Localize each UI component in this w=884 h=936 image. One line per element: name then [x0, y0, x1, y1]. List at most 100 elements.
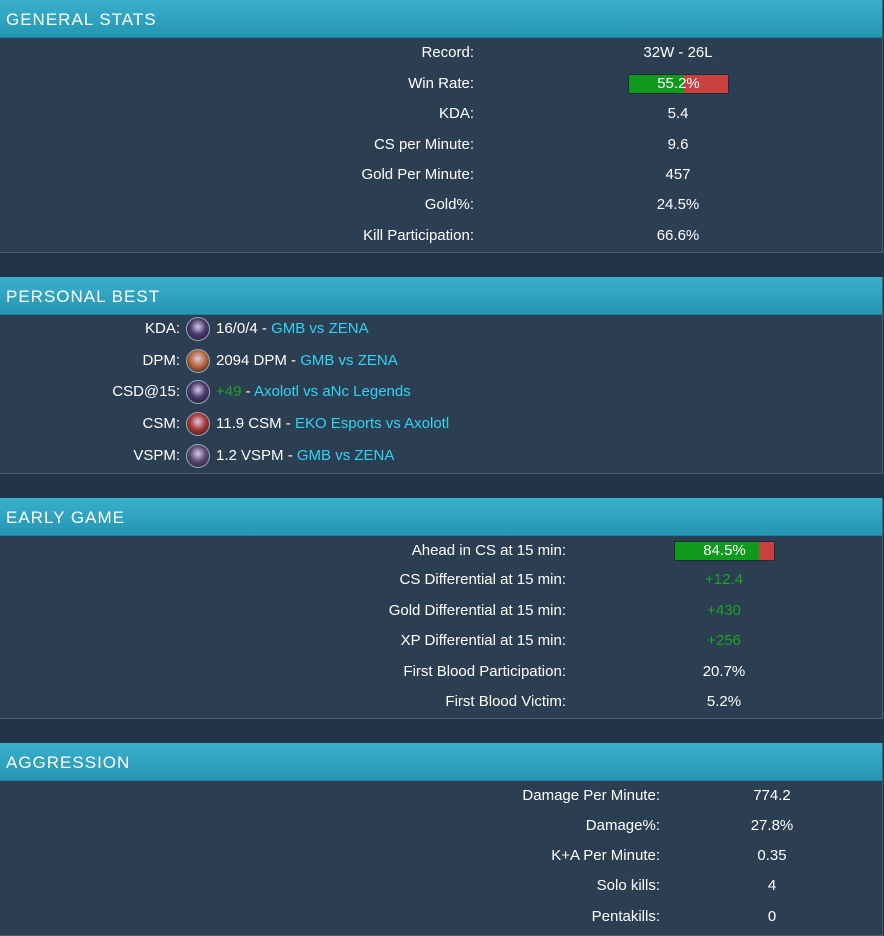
stat-label: First Blood Victim: — [445, 693, 566, 710]
stat-value: 27.8% — [750, 817, 794, 834]
stat-row-kda: KDA: 5.4 — [0, 99, 882, 129]
stat-label: Win Rate: — [408, 75, 474, 92]
stat-label: Ahead in CS at 15 min: — [411, 542, 566, 559]
general-stats-header: GENERAL STATS — [0, 0, 882, 38]
stat-row-gold-percent: Gold%: 24.5% — [0, 190, 882, 220]
stat-value: 457 — [665, 166, 691, 183]
stat-value: 0 — [767, 908, 777, 925]
stat-value: 9.6 — [667, 136, 689, 153]
stat-label: First Blood Participation: — [403, 663, 566, 680]
stat-label: Gold%: — [424, 196, 474, 213]
stat-row-pentakills: Pentakills: 0 — [0, 902, 882, 932]
stat-label: CS Differential at 15 min: — [399, 571, 566, 588]
champion-portrait-icon — [186, 349, 210, 373]
stat-value: +430 — [707, 602, 741, 619]
stat-value: 774.2 — [753, 787, 791, 804]
separator: - — [283, 447, 297, 464]
personal-best-header: PERSONAL BEST — [0, 277, 882, 315]
stat-label: Kill Participation: — [363, 227, 474, 244]
win-rate-bar: 55.2% — [628, 74, 729, 94]
personal-best-detail: +49 - Axolotl vs aNc Legends — [216, 377, 411, 407]
stat-value: 32W - 26L — [643, 44, 713, 61]
stat-label: Pentakills: — [591, 908, 660, 925]
section-title: PERSONAL BEST — [6, 287, 161, 306]
personal-best-label: KDA: — [144, 320, 180, 337]
personal-best-stat: 2094 DPM — [216, 352, 287, 369]
stat-value: +12.4 — [705, 571, 743, 588]
stat-row-cs-per-minute: CS per Minute: 9.6 — [0, 130, 882, 160]
personal-best-label: CSM: — [142, 415, 181, 432]
stat-row-solo-kills: Solo kills: 4 — [0, 871, 882, 901]
personal-best-detail: 11.9 CSM - EKO Esports vs Axolotl — [216, 409, 449, 439]
stat-value: +256 — [707, 632, 741, 649]
aggression-header: AGGRESSION — [0, 743, 882, 781]
personal-best-label: VSPM: — [133, 447, 180, 464]
stat-label: CS per Minute: — [373, 136, 474, 153]
match-link[interactable]: Axolotl vs aNc Legends — [253, 383, 411, 400]
match-link[interactable]: EKO Esports vs Axolotl — [294, 415, 450, 432]
stat-label: KDA: — [438, 105, 474, 122]
stat-value: 24.5% — [656, 196, 700, 213]
stat-row-damage-per-minute: Damage Per Minute: 774.2 — [0, 781, 882, 811]
early-game-section: EARLY GAME Ahead in CS at 15 min: 84.5% … — [0, 498, 883, 719]
stat-label: XP Differential at 15 min: — [400, 632, 566, 649]
personal-best-stat: 11.9 CSM — [216, 415, 282, 432]
section-title: EARLY GAME — [6, 508, 125, 527]
champion-portrait-icon — [186, 444, 210, 468]
separator: - — [241, 383, 254, 400]
stat-label: Damage%: — [585, 817, 660, 834]
stat-row-first-blood-participation: First Blood Participation: 20.7% — [0, 657, 882, 687]
personal-best-stat: 1.2 VSPM — [216, 447, 284, 464]
section-title: GENERAL STATS — [6, 10, 157, 29]
separator: - — [281, 415, 295, 432]
stat-row-gold-per-minute: Gold Per Minute: 457 — [0, 160, 882, 190]
personal-best-stat: +49 — [216, 383, 242, 400]
stat-value: 5.2% — [706, 693, 742, 710]
win-rate-bar-fill — [629, 75, 684, 93]
win-rate-bar-text: 55.2% — [657, 75, 700, 92]
stat-label: Solo kills: — [596, 877, 660, 894]
personal-best-row-kda: KDA: 16/0/4 - GMB vs ZENA — [0, 314, 882, 344]
ahead-cs-bar: 84.5% — [674, 541, 775, 561]
personal-best-detail: 2094 DPM - GMB vs ZENA — [216, 346, 398, 376]
stat-label: Damage Per Minute: — [522, 787, 660, 804]
stat-row-ahead-cs-15: Ahead in CS at 15 min: 84.5% — [0, 536, 882, 566]
personal-best-row-dpm: DPM: 2094 DPM - GMB vs ZENA — [0, 346, 882, 376]
separator: - — [286, 352, 301, 369]
section-title: AGGRESSION — [6, 753, 131, 772]
personal-best-stat: 16/0/4 — [216, 320, 258, 337]
champion-portrait-icon — [186, 380, 210, 404]
personal-best-label: CSD@15: — [112, 383, 180, 400]
stat-row-ka-per-minute: K+A Per Minute: 0.35 — [0, 841, 882, 871]
stat-value: 20.7% — [702, 663, 746, 680]
stat-row-kill-participation: Kill Participation: 66.6% — [0, 221, 882, 251]
stat-row-record: Record: 32W - 26L — [0, 38, 882, 68]
stat-row-gold-diff-15: Gold Differential at 15 min: +430 — [0, 596, 882, 626]
personal-best-section: PERSONAL BEST KDA: 16/0/4 - GMB vs ZENA … — [0, 277, 883, 474]
aggression-section: AGGRESSION Damage Per Minute: 774.2 Dama… — [0, 743, 883, 936]
personal-best-detail: 1.2 VSPM - GMB vs ZENA — [216, 441, 394, 471]
match-link[interactable]: GMB vs ZENA — [271, 320, 369, 337]
stat-row-xp-diff-15: XP Differential at 15 min: +256 — [0, 626, 882, 656]
champion-portrait-icon — [186, 317, 210, 341]
stat-value: 5.4 — [667, 105, 689, 122]
stat-row-win-rate: Win Rate: 55.2% — [0, 69, 882, 99]
stat-row-damage-percent: Damage%: 27.8% — [0, 811, 882, 841]
stat-value: 0.35 — [757, 847, 787, 864]
personal-best-row-csm: CSM: 11.9 CSM - EKO Esports vs Axolotl — [0, 409, 882, 439]
ahead-cs-bar-fill — [675, 542, 759, 560]
personal-best-row-vspm: VSPM: 1.2 VSPM - GMB vs ZENA — [0, 441, 882, 471]
match-link[interactable]: GMB vs ZENA — [296, 447, 395, 464]
stat-value: 66.6% — [656, 227, 700, 244]
match-link[interactable]: GMB vs ZENA — [300, 352, 398, 369]
stat-label: K+A Per Minute: — [551, 847, 660, 864]
stat-value: 4 — [767, 877, 777, 894]
stat-label: Gold Per Minute: — [361, 166, 474, 183]
general-stats-section: GENERAL STATS Record: 32W - 26L Win Rate… — [0, 0, 883, 253]
champion-portrait-icon — [186, 412, 210, 436]
ahead-cs-bar-text: 84.5% — [703, 542, 746, 559]
stat-label: Gold Differential at 15 min: — [388, 602, 566, 619]
stat-row-cs-diff-15: CS Differential at 15 min: +12.4 — [0, 565, 882, 595]
separator: - — [257, 320, 272, 337]
personal-best-row-csd15: CSD@15: +49 - Axolotl vs aNc Legends — [0, 377, 882, 407]
